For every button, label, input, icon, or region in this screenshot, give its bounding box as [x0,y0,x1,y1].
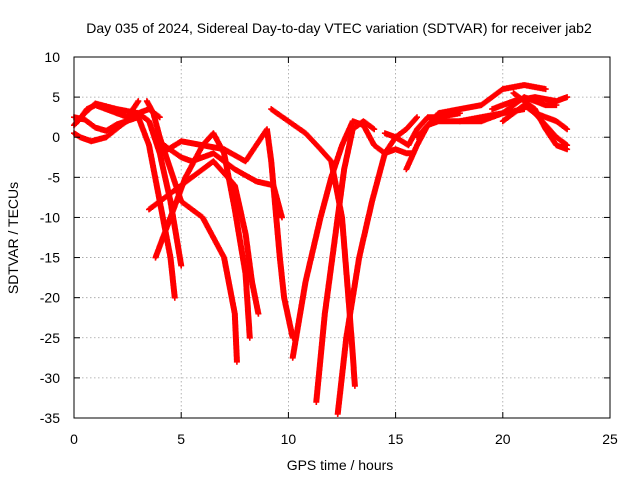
series-arc15 [381,110,463,149]
x-tick-label: 20 [495,431,511,447]
y-axis-title: SDTVAR / TECUs [5,182,21,294]
series-arc17 [414,82,549,141]
data-point-markers [334,114,420,417]
y-tick-label: -30 [40,370,60,386]
chart-title: Day 035 of 2024, Sidereal Day-to-day VTE… [86,20,592,36]
series-arc4 [75,98,142,125]
axis-ticks [73,56,611,419]
y-tick-label: 10 [44,49,60,65]
x-tick-label: 15 [388,431,404,447]
data-markers [71,82,571,417]
series-arc9 [165,126,296,341]
series-arc14 [360,122,416,157]
data-point-markers [143,98,240,365]
y-tick-label: -15 [40,250,60,266]
y-tick-label: -10 [40,209,60,225]
series-arc12 [313,118,378,405]
x-tick-label: 10 [281,431,297,447]
y-tick-label: 5 [52,89,60,105]
x-tick-labels: 0 5 10 15 20 25 [70,431,618,447]
x-tick-label: 0 [70,431,78,447]
y-tick-label: -35 [40,410,60,426]
data-point-markers [165,126,296,341]
data-point-markers [289,118,367,361]
series-arc11 [289,118,367,361]
data-point-markers [75,98,142,125]
series-arc22 [521,102,571,133]
data-point-markers [381,110,463,149]
data-point-markers [360,122,416,157]
series-arc5 [143,98,240,365]
x-axis-title: GPS time / hours [287,457,394,473]
data-point-markers [313,118,378,405]
data-point-markers [521,102,571,133]
x-tick-label: 5 [177,431,185,447]
y-tick-label: -5 [48,169,61,185]
series-arc13 [334,114,420,417]
y-tick-label: 0 [52,129,60,145]
plot-frame [73,56,611,419]
y-tick-label: -20 [40,290,60,306]
data-point-markers [414,82,549,141]
y-tick-labels: -35 -30 -25 -20 -15 -10 -5 0 5 10 [40,49,60,426]
y-tick-label: -25 [40,330,60,346]
x-tick-label: 25 [602,431,618,447]
